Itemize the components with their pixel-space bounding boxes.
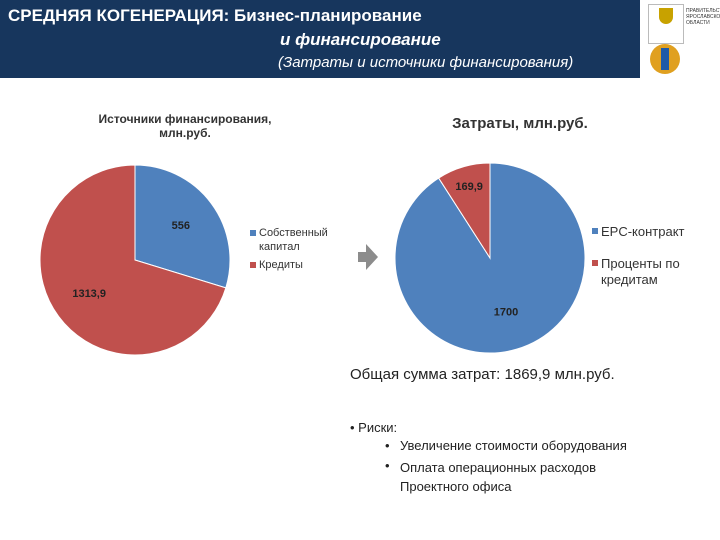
- legend-swatch: [250, 230, 256, 236]
- chart-title: Затраты, млн.руб.: [452, 115, 588, 132]
- logo: [661, 48, 669, 70]
- logo: [648, 4, 684, 44]
- risks-heading-text: Риски:: [358, 420, 398, 435]
- data-label: 556: [172, 220, 190, 232]
- pie-slice: [134, 164, 231, 289]
- legend-swatch: [592, 228, 598, 234]
- header-band: [0, 0, 640, 78]
- arrow: [358, 244, 378, 270]
- pie-slice: [39, 164, 227, 356]
- legend-label: Кредиты: [259, 259, 303, 271]
- legend-label: Собственный капитал: [259, 227, 328, 253]
- pie-slice: [437, 162, 491, 260]
- legend-swatch: [592, 260, 598, 266]
- legend-label: EPC-контракт: [601, 224, 685, 239]
- legend-swatch: [250, 262, 256, 268]
- legend-label: Проценты по кредитам: [601, 256, 680, 287]
- risk-item-text: Оплата операционных расходов Проектного …: [400, 460, 597, 494]
- header-title: и финансирование: [280, 30, 441, 49]
- risk-item: •: [385, 438, 390, 453]
- data-label: 1700: [494, 307, 518, 319]
- chart-title: Источники финансирования, млн.руб.: [98, 112, 272, 140]
- logo-text: ПРАВИТЕЛЬСТВО ЯРОСЛАВСКОЙ ОБЛАСТИ: [686, 8, 720, 26]
- header-subtitle: (Затраты и источники финансирования): [278, 54, 574, 71]
- risk-item: •: [385, 458, 390, 473]
- header-title: СРЕДНЯЯ КОГЕНЕРАЦИЯ: Бизнес-планирование: [8, 6, 422, 25]
- data-label: 1313,9: [72, 288, 106, 300]
- data-label: 169,9: [455, 181, 483, 193]
- total: Общая сумма затрат: 1869,9 млн.руб.: [350, 366, 615, 383]
- risks-heading: • Риски:: [350, 420, 398, 435]
- risk-item-text: Увеличение стоимости оборудования: [400, 438, 627, 453]
